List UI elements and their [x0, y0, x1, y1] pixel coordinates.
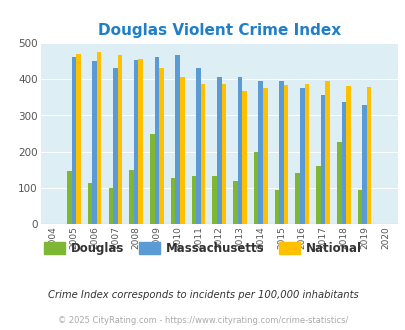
Bar	[216, 77, 221, 224]
Bar	[295, 173, 299, 224]
Bar	[336, 142, 341, 224]
Bar	[232, 181, 237, 224]
Bar	[71, 57, 76, 224]
Bar	[324, 82, 329, 224]
Text: © 2025 CityRating.com - https://www.cityrating.com/crime-statistics/: © 2025 CityRating.com - https://www.city…	[58, 316, 347, 325]
Bar	[154, 57, 159, 224]
Legend: Douglas, Massachusetts, National: Douglas, Massachusetts, National	[39, 237, 366, 260]
Bar	[366, 87, 371, 224]
Bar	[357, 190, 362, 224]
Bar	[150, 134, 154, 224]
Bar	[171, 178, 175, 224]
Bar	[159, 68, 163, 224]
Bar	[221, 84, 226, 224]
Text: Crime Index corresponds to incidents per 100,000 inhabitants: Crime Index corresponds to incidents per…	[47, 290, 358, 300]
Bar	[341, 102, 345, 224]
Bar	[76, 54, 81, 224]
Bar	[345, 86, 350, 224]
Bar	[304, 84, 309, 224]
Bar	[97, 52, 101, 224]
Bar	[237, 77, 242, 224]
Bar	[196, 68, 200, 224]
Bar	[87, 183, 92, 224]
Bar	[362, 105, 366, 224]
Bar	[179, 77, 184, 224]
Bar	[200, 84, 205, 224]
Bar	[134, 60, 138, 224]
Bar	[315, 166, 320, 224]
Bar	[283, 85, 288, 224]
Title: Douglas Violent Crime Index: Douglas Violent Crime Index	[98, 22, 340, 38]
Bar	[113, 68, 117, 224]
Bar	[279, 81, 283, 224]
Bar	[253, 152, 258, 224]
Bar	[175, 55, 179, 224]
Bar	[258, 81, 262, 224]
Bar	[242, 91, 246, 224]
Bar	[212, 177, 216, 224]
Bar	[108, 188, 113, 224]
Bar	[274, 190, 279, 224]
Bar	[299, 87, 304, 224]
Bar	[67, 171, 71, 224]
Bar	[92, 61, 97, 224]
Bar	[129, 170, 134, 224]
Bar	[191, 177, 196, 224]
Bar	[138, 59, 143, 224]
Bar	[117, 55, 122, 224]
Bar	[320, 95, 324, 224]
Bar	[262, 88, 267, 224]
